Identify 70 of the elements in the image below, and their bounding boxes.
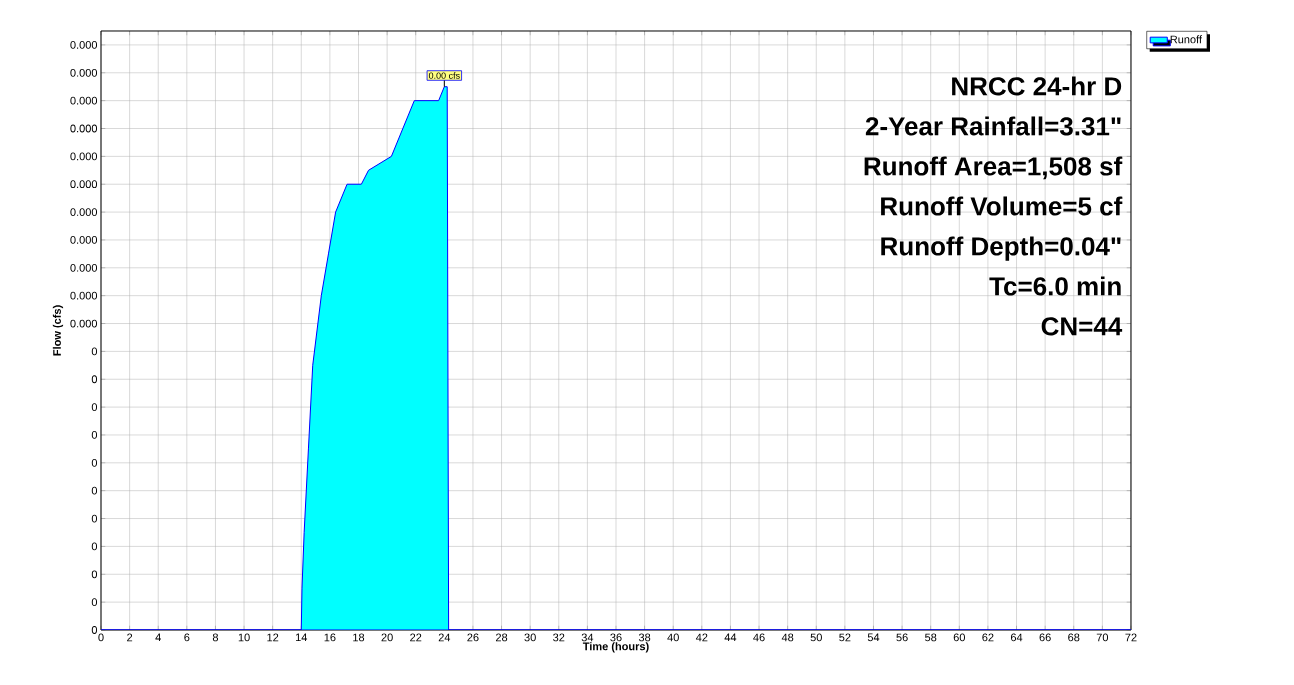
y-tick-label: 0 (91, 347, 98, 356)
x-tick-label: 34 (581, 633, 594, 642)
x-tick-label: 52 (839, 633, 851, 642)
y-tick-label: 0.000 (70, 96, 98, 105)
x-tick-label: 18 (353, 633, 365, 642)
x-tick-label: 28 (495, 633, 508, 642)
y-axis-title: Flow (cfs) (52, 305, 64, 356)
x-tick-label: 30 (524, 633, 536, 642)
y-tick-label: 0.000 (70, 68, 98, 77)
annotation: NRCC 24-hr D (952, 76, 1122, 96)
y-tick-label: 0 (91, 542, 98, 551)
x-tick-label: 4 (155, 633, 161, 642)
x-tick-label: 26 (467, 633, 479, 642)
x-tick-label: 36 (610, 633, 622, 642)
annotation: Runoff Depth=0.04" (881, 236, 1121, 261)
x-tick-label: 64 (1010, 633, 1023, 642)
annotation: Runoff Area=1,508 sf (864, 156, 1123, 180)
x-tick-label: 58 (925, 633, 937, 642)
x-tick-label: 38 (638, 633, 651, 642)
y-tick-label: 0.000 (70, 236, 98, 244)
x-tick-label: 22 (410, 633, 422, 642)
y-tick-label: 0 (91, 514, 98, 523)
x-tick-label: 42 (695, 633, 708, 642)
x-tick-label: 40 (667, 633, 679, 642)
annotation: CN=44 (1041, 317, 1123, 336)
x-tick-label: 46 (753, 633, 765, 642)
x-tick-label: 54 (867, 633, 880, 642)
y-tick-label: 0 (91, 486, 98, 495)
y-tick-label: 0.000 (70, 208, 98, 216)
x-tick-label: 72 (1125, 633, 1137, 642)
y-tick-label: 0.000 (70, 41, 98, 49)
x-tick-label: 70 (1096, 633, 1109, 642)
x-tick-label: 8 (212, 633, 219, 642)
y-tick-label: 0 (91, 403, 98, 411)
x-tick-label: 0 (98, 633, 104, 642)
x-axis-title: Time (hours) (582, 642, 649, 653)
x-tick-label: 66 (1039, 633, 1051, 642)
x-tick-label: 12 (267, 633, 279, 642)
annotation: Tc=6.0 min (989, 276, 1121, 296)
x-tick-label: 16 (324, 633, 336, 642)
y-tick-label: 0 (91, 570, 98, 579)
x-tick-label: 32 (553, 633, 565, 642)
x-tick-label: 20 (381, 633, 393, 642)
x-tick-label: 2 (127, 633, 133, 642)
x-tick-label: 14 (295, 633, 308, 642)
x-tick-label: 10 (238, 633, 250, 642)
x-tick-label: 48 (781, 633, 794, 642)
x-tick-label: 24 (438, 633, 451, 642)
y-tick-label: 0.000 (70, 291, 98, 300)
x-tick-label: 68 (1068, 633, 1080, 642)
legend-label: Runoff (1170, 35, 1203, 44)
y-tick-label: 0.000 (70, 319, 98, 328)
annotation: 2-Year Rainfall=3.31" (865, 116, 1121, 136)
y-tick-label: 0 (91, 626, 98, 634)
x-tick-label: 44 (724, 633, 737, 642)
y-tick-label: 0 (91, 375, 98, 384)
y-tick-label: 0 (91, 598, 98, 607)
y-tick-label: 0.000 (70, 180, 98, 189)
y-tick-label: 0.000 (70, 124, 98, 133)
y-tick-label: 0.000 (70, 263, 98, 272)
data-label: 0.00 cfs (428, 72, 460, 79)
y-tick-label: 0.000 (70, 152, 98, 161)
annotation: Runoff Volume=5 cf (881, 196, 1123, 216)
x-tick-label: 56 (896, 633, 908, 642)
x-tick-label: 50 (810, 633, 822, 642)
x-tick-label: 6 (184, 633, 190, 642)
x-tick-label: 62 (982, 633, 994, 642)
y-tick-label: 0 (91, 431, 98, 439)
x-tick-label: 60 (953, 633, 965, 642)
y-tick-label: 0 (91, 458, 98, 467)
